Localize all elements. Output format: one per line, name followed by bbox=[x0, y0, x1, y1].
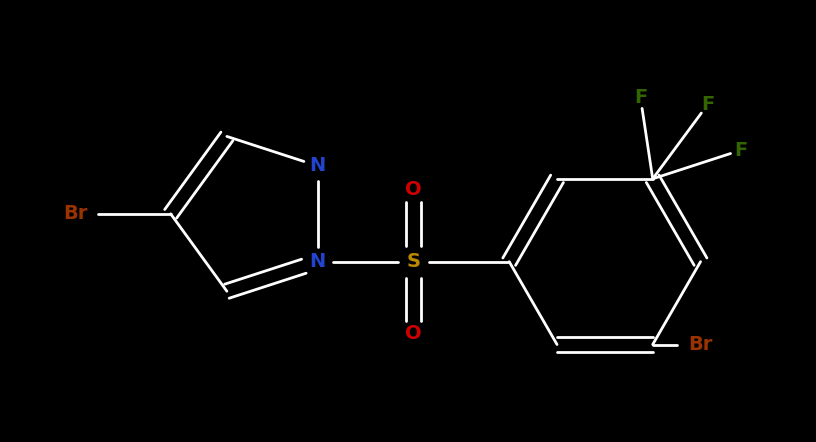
Text: N: N bbox=[310, 156, 326, 175]
Text: N: N bbox=[310, 252, 326, 271]
Text: S: S bbox=[406, 252, 420, 271]
Text: Br: Br bbox=[689, 335, 712, 354]
Text: F: F bbox=[734, 141, 747, 160]
Text: F: F bbox=[634, 88, 647, 107]
Text: Br: Br bbox=[63, 204, 87, 223]
Text: O: O bbox=[406, 324, 422, 343]
Text: O: O bbox=[406, 180, 422, 199]
Text: F: F bbox=[701, 95, 715, 114]
